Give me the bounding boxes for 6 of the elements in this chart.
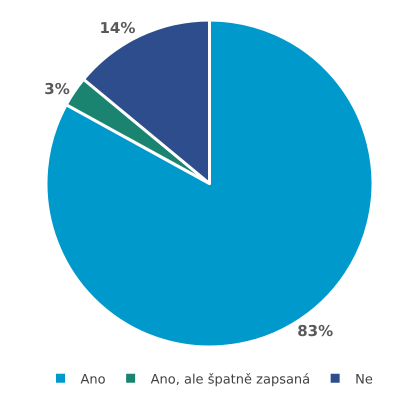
legend-label: Ne [355, 372, 373, 388]
data-label: 14% [99, 19, 136, 38]
data-label: 3% [44, 80, 70, 98]
legend-label: Ano [80, 372, 106, 388]
legend-label: Ano, ale špatně zapsaná [150, 372, 310, 388]
data-label: 83% [297, 322, 334, 340]
